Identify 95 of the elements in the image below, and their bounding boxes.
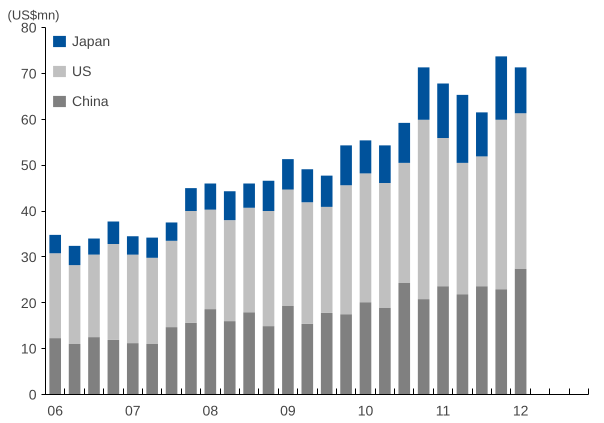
bar [340,185,352,314]
y-tick-label: 30 [20,248,37,265]
bar [495,56,508,120]
bar [476,286,488,394]
bar [418,299,430,394]
bar [224,321,236,394]
bar [108,222,120,244]
x-tick-label: 06 [47,402,64,418]
bar [437,83,449,138]
bar [320,206,333,313]
x-tick-label: 11 [436,402,451,418]
bar [476,156,488,286]
bar [49,338,62,394]
bar [398,122,410,163]
bar [495,120,508,290]
bar [418,120,430,300]
bar [88,238,100,255]
y-tick-label: 80 [20,20,37,36]
legend-label: Japan [72,33,110,49]
bar [262,180,274,211]
bar [320,312,333,394]
y-tick-label: 20 [20,294,37,311]
bar [88,337,100,394]
bar [340,314,352,394]
bar [495,289,508,394]
legend-label: US [72,63,92,79]
bar [204,183,216,210]
bar [243,208,255,312]
bar [514,67,526,114]
bar [456,294,468,394]
y-tick-label: 10 [20,340,37,357]
legend-label: China [72,93,109,109]
bar [166,222,178,241]
bar [185,322,197,394]
bar [301,202,314,324]
bar [126,236,139,255]
bar [360,173,372,302]
x-tick-label: 09 [280,402,296,418]
bar [126,254,139,344]
bar [514,113,526,269]
x-tick-label: 10 [358,402,374,418]
y-tick-label: 60 [20,111,37,128]
bar [418,67,430,120]
bar [301,324,314,394]
bar [379,183,391,308]
x-tick-label: 07 [124,402,141,418]
x-tick-label: 12 [512,402,529,418]
bar [166,240,178,328]
bar [398,162,410,284]
bar [166,327,178,394]
bar [243,312,255,394]
bar [88,254,100,338]
bar [146,238,158,258]
bar [437,138,449,286]
bar [224,191,236,220]
y-tick-label: 0 [28,386,37,402]
bar [108,340,120,394]
bar [476,112,488,156]
bar [126,343,139,394]
bar [360,302,372,394]
bar [185,188,197,211]
bar [68,265,80,344]
bar [224,220,236,322]
bar [204,309,216,394]
bar [204,210,216,310]
bar [282,306,294,394]
bar [437,286,449,394]
bar [514,268,526,394]
bar [340,145,352,186]
y-tick-label: 40 [20,203,37,219]
bar [49,253,62,338]
bar [282,159,294,190]
bar [243,183,255,208]
bar [146,258,158,344]
bar [68,246,80,266]
y-tick-label: 50 [20,157,37,174]
bar [398,283,410,394]
bar [320,176,333,207]
bar [301,169,314,202]
bar [49,234,62,254]
y-axis-title: (US$mn) [8,8,60,22]
bar [456,162,468,294]
bar [379,308,391,394]
bar [360,140,372,174]
bar [456,94,468,163]
bar [146,344,158,394]
x-tick-label: 08 [202,402,218,418]
bar [262,326,274,394]
bar [379,145,391,184]
bar [68,344,80,394]
y-tick-label: 70 [20,65,37,82]
bar [185,211,197,323]
bar [108,244,120,340]
bar [282,189,294,306]
bar [262,211,274,326]
